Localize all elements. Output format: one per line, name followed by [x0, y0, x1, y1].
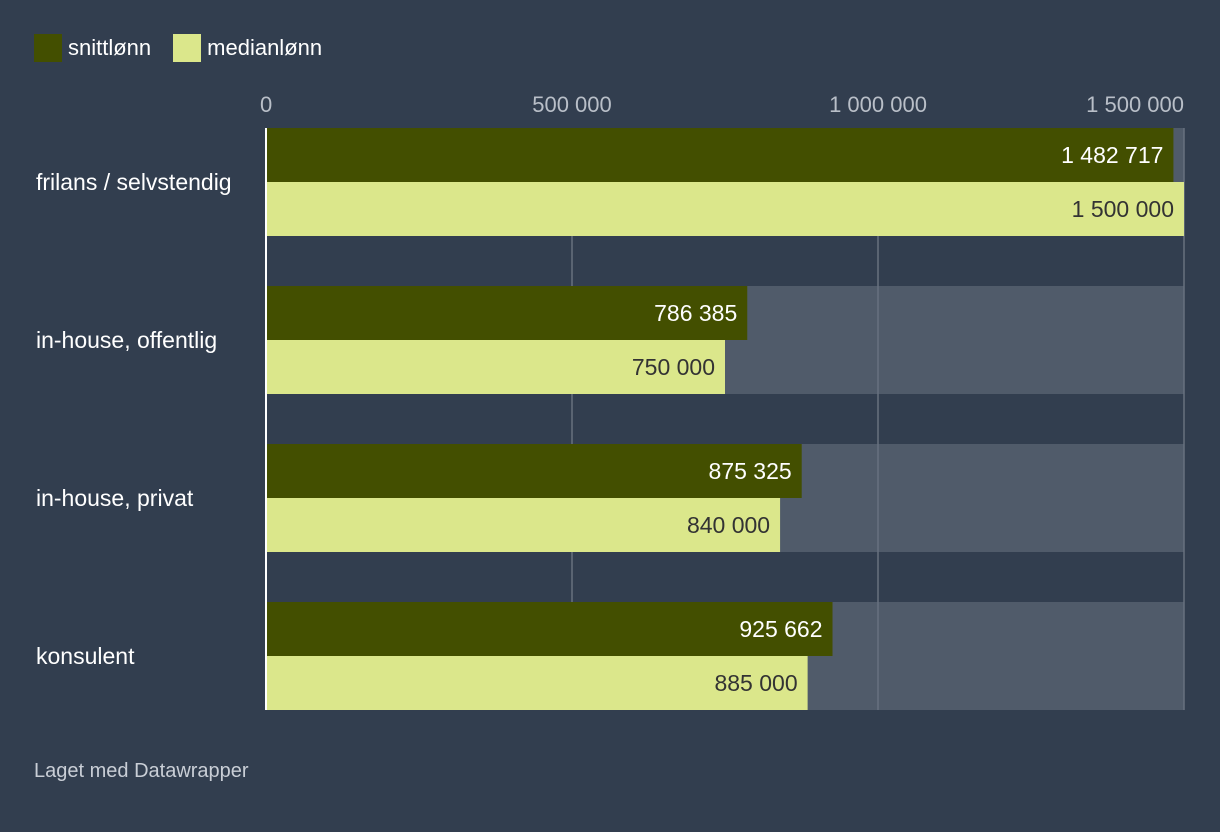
bar-value-label: 885 000 [714, 670, 797, 696]
legend: snittlønn medianlønn [34, 34, 344, 62]
category-label: konsulent [36, 643, 135, 669]
bar-value-label: 875 325 [709, 458, 792, 484]
legend-label-medianlonn: medianlønn [207, 35, 323, 60]
bar [266, 602, 833, 656]
x-tick-label: 0 [260, 92, 272, 117]
bar [266, 444, 802, 498]
legend-swatch-snittlonn [34, 34, 62, 62]
legend-label-snittlonn: snittlønn [68, 35, 152, 60]
bar [266, 128, 1174, 182]
credit-text: Laget med Datawrapper [34, 760, 249, 782]
category-label: frilans / selvstendig [36, 169, 232, 195]
category-label: in-house, offentlig [36, 327, 217, 353]
bar [266, 340, 725, 394]
bar-value-label: 925 662 [739, 616, 822, 642]
category-label: in-house, privat [36, 485, 194, 511]
legend-item-snittlonn: snittlønn [34, 34, 151, 62]
bar [266, 286, 748, 340]
x-tick-label: 1 500 000 [1086, 92, 1184, 117]
bar-value-label: 786 385 [654, 300, 737, 326]
bar-value-label: 1 500 000 [1072, 196, 1174, 222]
legend-swatch-medianlonn [173, 34, 202, 62]
x-tick-label: 500 000 [532, 92, 612, 117]
bar-value-label: 840 000 [687, 512, 770, 538]
bar [266, 498, 781, 552]
legend-item-medianlonn: medianlønn [173, 34, 322, 62]
bar [266, 656, 808, 710]
x-tick-label: 1 000 000 [829, 92, 927, 117]
bar-value-label: 750 000 [632, 354, 715, 380]
bar-value-label: 1 482 717 [1061, 142, 1163, 168]
bar [266, 182, 1184, 236]
